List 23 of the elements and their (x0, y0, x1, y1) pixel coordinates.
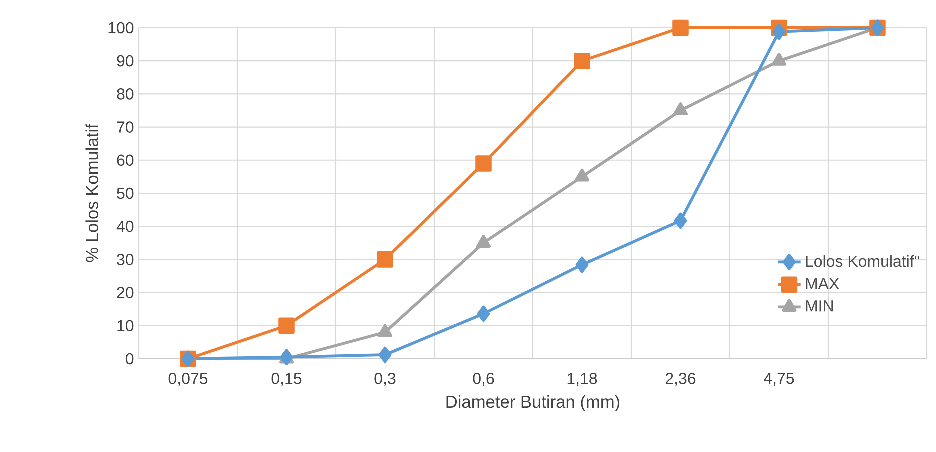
y-tick-label: 40 (116, 220, 134, 232)
y-tick-label: 10 (118, 320, 134, 332)
legend-label: MAX (806, 278, 840, 290)
y-tick-label: 0 (126, 353, 134, 365)
y-tick-label: 100 (108, 22, 134, 34)
y-tick-label: 50 (117, 188, 134, 200)
y-tick-label: 20 (117, 287, 134, 298)
x-tick-label: 0,3 (374, 373, 396, 386)
x-tick-label: 0,15 (272, 373, 302, 386)
y-tick-label: 80 (117, 88, 134, 100)
y-axis-title: % Lolos Komulatif (86, 124, 98, 262)
y-tick-label: 60 (117, 154, 134, 166)
y-tick-label: 30 (117, 254, 134, 266)
x-axis-title: Diameter Butiran (mm) (446, 395, 620, 412)
x-tick-label: 4,75 (764, 373, 794, 386)
x-tick-label: 2,36 (666, 373, 696, 386)
x-tick-label: 0,6 (473, 373, 494, 386)
legend-label: Lolos Komulatif" (806, 255, 920, 268)
legend-label: MIN (806, 300, 834, 312)
x-tick-label: 1,18 (568, 373, 598, 386)
y-tick-label: 90 (117, 55, 134, 67)
y-tick-label: 70 (117, 122, 134, 133)
x-tick-label: 0,075 (168, 373, 208, 386)
